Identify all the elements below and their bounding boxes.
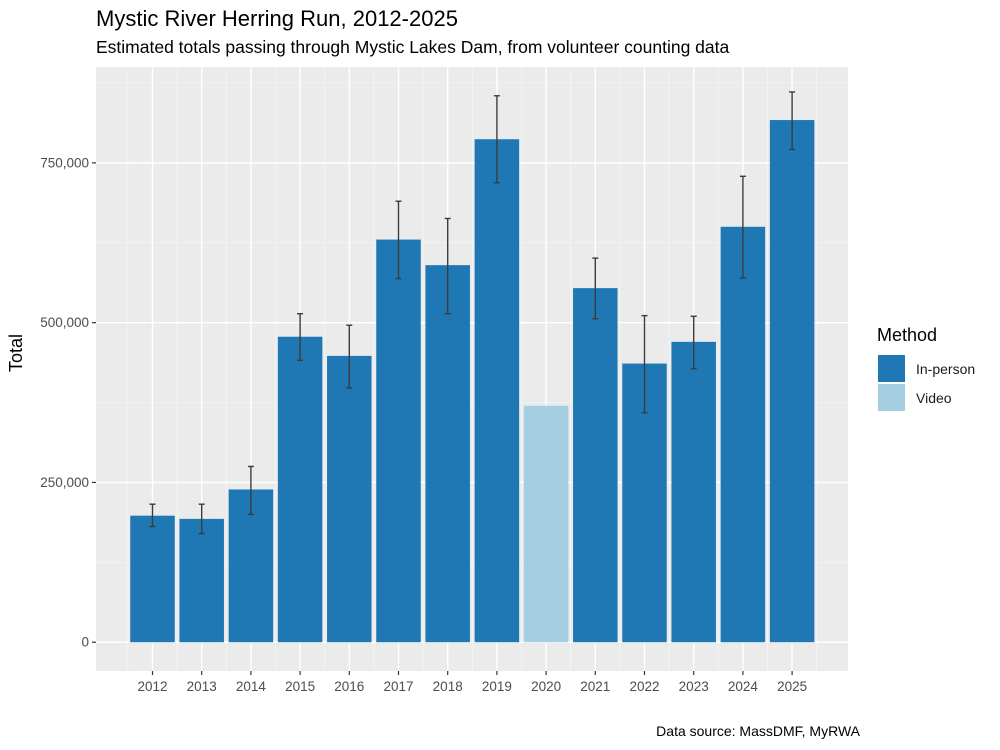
bar-2019 — [474, 139, 520, 643]
error-bar-2013 — [198, 503, 205, 535]
chart-title: Mystic River Herring Run, 2012-2025 — [96, 6, 458, 31]
legend-label-in-person: In-person — [916, 360, 976, 377]
x-tick-label: 2016 — [334, 679, 364, 694]
error-bar-2012 — [149, 503, 156, 528]
error-bars — [149, 91, 796, 535]
legend-item-in-person: In-person — [877, 354, 975, 383]
y-tick-label: 750,000 — [40, 155, 89, 170]
x-tick-label: 2013 — [187, 679, 217, 694]
bar-2021 — [573, 288, 618, 643]
x-tick-label: 2014 — [236, 679, 267, 694]
bar-2013 — [179, 518, 224, 643]
bar-2017 — [376, 239, 421, 643]
error-bar-2023 — [690, 315, 697, 370]
legend-label-video: Video — [916, 389, 952, 406]
bar-2024 — [720, 226, 766, 643]
legend-title: Method — [877, 325, 938, 345]
bar-2018 — [425, 265, 470, 643]
x-tick-label: 2012 — [137, 679, 167, 694]
bar-2023 — [671, 341, 716, 643]
error-bar-2025 — [789, 91, 796, 151]
error-bar-2016 — [346, 324, 353, 389]
x-tick-label: 2021 — [580, 679, 610, 694]
y-tick-label: 0 — [81, 635, 89, 650]
x-tick-label: 2025 — [777, 679, 807, 694]
error-bar-2018 — [444, 217, 451, 315]
error-bar-2015 — [297, 313, 304, 362]
y-tick-label: 500,000 — [40, 315, 89, 330]
bars — [130, 120, 815, 643]
y-axis: 0 250,000 500,000 750,000 — [40, 155, 96, 650]
error-bar-2022 — [641, 314, 648, 414]
legend-swatch-in-person — [877, 354, 906, 383]
bar-2016 — [327, 355, 372, 643]
error-bar-2024 — [739, 175, 746, 279]
x-tick-label: 2024 — [728, 679, 759, 694]
x-tick-label: 2023 — [679, 679, 709, 694]
x-tick-label: 2018 — [433, 679, 463, 694]
chart-subtitle: Estimated totals passing through Mystic … — [96, 37, 730, 57]
x-axis: 2012 2013 2014 2015 2016 2017 2018 2019 2020 2021… — [137, 671, 807, 694]
data-source-caption: Data source: MassDMF, MyRWA — [656, 723, 860, 739]
error-bar-2019 — [493, 95, 500, 184]
x-tick-label: 2022 — [629, 679, 659, 694]
bar-2020 — [523, 405, 569, 643]
error-bar-2014 — [247, 465, 254, 516]
bar-2012 — [130, 515, 175, 643]
legend-swatch-video — [877, 383, 906, 412]
bar-2025 — [769, 120, 815, 643]
error-bar-2017 — [395, 200, 402, 280]
y-tick-label: 250,000 — [40, 475, 89, 490]
x-tick-label: 2017 — [383, 679, 413, 694]
error-bar-2021 — [592, 257, 599, 320]
bar-2015 — [277, 336, 323, 643]
x-tick-label: 2015 — [285, 679, 315, 694]
x-tick-label: 2020 — [531, 679, 561, 694]
x-tick-label: 2019 — [482, 679, 512, 694]
legend-item-video: Video — [877, 383, 975, 412]
legend: Method In-person Video — [877, 325, 975, 412]
